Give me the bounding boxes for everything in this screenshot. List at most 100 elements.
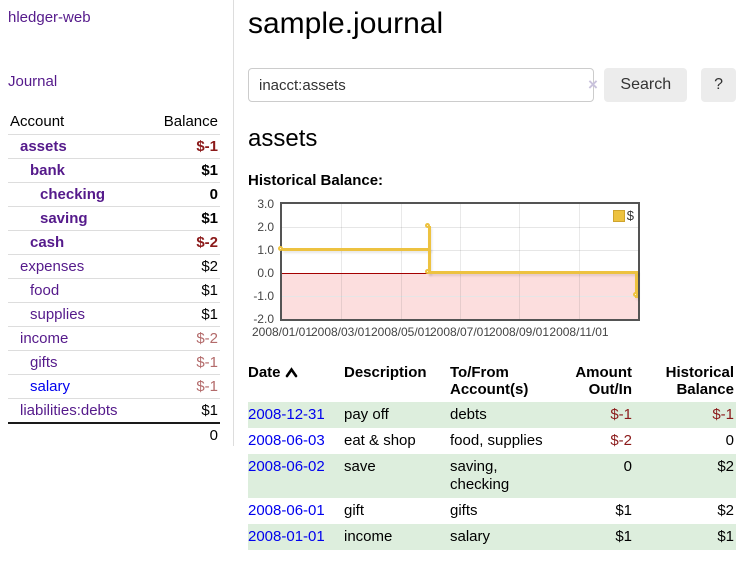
transaction-description: income: [344, 528, 393, 545]
transaction-balance: $-1: [712, 406, 734, 423]
account-link-income[interactable]: income: [20, 330, 69, 347]
register-row[interactable]: 2008-12-31 pay off debts $-1 $-1: [248, 402, 736, 428]
accounts-total-value: 0: [147, 422, 220, 447]
account-link-liabilities-debts[interactable]: liabilities:debts: [20, 402, 118, 419]
transaction-description: eat & shop: [344, 432, 416, 449]
register-table: Date Description To/From Account(s) Amou…: [248, 362, 736, 550]
transaction-accounts: salary: [450, 528, 491, 545]
account-balance: $1: [147, 206, 220, 231]
transaction-date-link[interactable]: 2008-12-31: [248, 406, 325, 423]
account-balance: $-1: [147, 374, 220, 399]
account-row: food $1: [8, 278, 220, 303]
account-link-cash[interactable]: cash: [30, 234, 65, 251]
sort-ascending-icon: [285, 367, 297, 378]
series-line: [635, 271, 638, 298]
transaction-accounts: saving, checking: [450, 458, 510, 493]
account-balance: $-2: [147, 326, 220, 351]
data-point: [633, 292, 638, 297]
y-tick: -2.0: [253, 312, 274, 326]
register-row[interactable]: 2008-06-03 eat & shop food, supplies $-2…: [248, 428, 736, 454]
transaction-date-link[interactable]: 2008-01-01: [248, 528, 325, 545]
series-line: [428, 226, 431, 274]
transaction-accounts: gifts: [450, 502, 478, 519]
transaction-balance: $1: [717, 528, 734, 545]
description-col-header: Description: [344, 364, 427, 381]
account-row: bank $1: [8, 158, 220, 183]
chart-title: Historical Balance:: [248, 172, 384, 189]
clear-search-icon[interactable]: ×: [588, 75, 598, 94]
account-row: liabilities:debts $1: [8, 398, 220, 423]
y-tick: 0.0: [257, 266, 274, 280]
account-balance: 0: [147, 182, 220, 207]
register-row[interactable]: 2008-01-01 income salary $1 $1: [248, 524, 736, 550]
transaction-date-link[interactable]: 2008-06-03: [248, 432, 325, 449]
search-input[interactable]: [248, 68, 595, 102]
series-line: [282, 248, 431, 251]
account-row: salary $-1: [8, 374, 220, 399]
account-row: gifts $-1: [8, 350, 220, 375]
register-header-row: Date Description To/From Account(s) Amou…: [248, 362, 736, 402]
transaction-amount: 0: [623, 458, 632, 475]
account-link-food[interactable]: food: [30, 282, 60, 299]
account-row: saving $1: [8, 206, 220, 231]
gridline: [401, 204, 402, 319]
account-row: checking 0: [8, 182, 220, 207]
help-button[interactable]: ?: [701, 68, 736, 102]
main-content: sample.journal × Search ? assets Histori…: [248, 0, 736, 550]
account-balance: $-1: [147, 350, 220, 375]
transaction-description: pay off: [344, 406, 389, 423]
account-balance: $-2: [147, 230, 220, 255]
data-point: [425, 269, 430, 274]
transaction-amount: $-2: [610, 432, 632, 449]
accounts-col-header: To/From Account(s): [450, 364, 529, 398]
account-link-assets[interactable]: assets: [20, 138, 67, 155]
transaction-date-link[interactable]: 2008-06-02: [248, 458, 325, 475]
account-balance: $2: [147, 254, 220, 279]
account-link-saving[interactable]: saving: [40, 210, 88, 227]
account-balance: $1: [147, 398, 220, 423]
account-link-bank[interactable]: bank: [30, 162, 66, 179]
account-link-checking[interactable]: checking: [40, 186, 106, 203]
account-balance: $1: [147, 278, 220, 303]
account-link-expenses[interactable]: expenses: [20, 258, 85, 275]
y-tick: -1.0: [253, 289, 274, 303]
gridline: [282, 250, 638, 251]
transaction-balance: 0: [725, 432, 734, 449]
x-tick: 2008/07/01: [429, 325, 491, 339]
gridline: [282, 227, 638, 228]
balance-col-header: Balance: [163, 113, 218, 130]
series-line: [428, 271, 638, 274]
account-row: expenses $2: [8, 254, 220, 279]
account-link-gifts[interactable]: gifts: [30, 354, 58, 371]
gridline: [519, 204, 520, 319]
search-button[interactable]: Search: [604, 68, 688, 102]
accounts-header-row: Account Balance: [8, 110, 220, 135]
gridline: [460, 204, 461, 319]
plot-area: $: [278, 202, 640, 321]
x-tick: 2008/09/01: [488, 325, 550, 339]
account-link-supplies[interactable]: supplies: [30, 306, 86, 323]
y-tick: 2.0: [257, 220, 274, 234]
transaction-amount: $1: [615, 502, 632, 519]
sidebar: hledger-web Journal Account Balance asse…: [0, 0, 234, 447]
gridline: [579, 204, 580, 319]
sidebar-item-journal[interactable]: Journal: [8, 73, 58, 90]
date-col-header[interactable]: Date: [248, 362, 344, 402]
gridline: [282, 296, 638, 297]
accounts-total-row: 0: [8, 422, 220, 447]
account-link-salary[interactable]: salary: [30, 378, 71, 395]
balance-col-header: Historical Balance: [665, 364, 734, 398]
search-form: × Search ?: [248, 68, 736, 102]
transaction-date-link[interactable]: 2008-06-01: [248, 502, 325, 519]
account-row: assets $-1: [8, 134, 220, 159]
app-title-link[interactable]: hledger-web: [8, 9, 91, 26]
chart-legend: $: [611, 207, 635, 224]
transaction-amount: $1: [615, 528, 632, 545]
transaction-balance: $2: [717, 458, 734, 475]
transaction-accounts: food, supplies: [450, 432, 543, 449]
data-point: [425, 223, 430, 228]
register-row[interactable]: 2008-06-01 gift gifts $1 $2: [248, 498, 736, 524]
register-row[interactable]: 2008-06-02 save saving, checking 0 $2: [248, 454, 736, 498]
accounts-col-header: Account: [10, 113, 65, 130]
data-point: [278, 246, 283, 251]
